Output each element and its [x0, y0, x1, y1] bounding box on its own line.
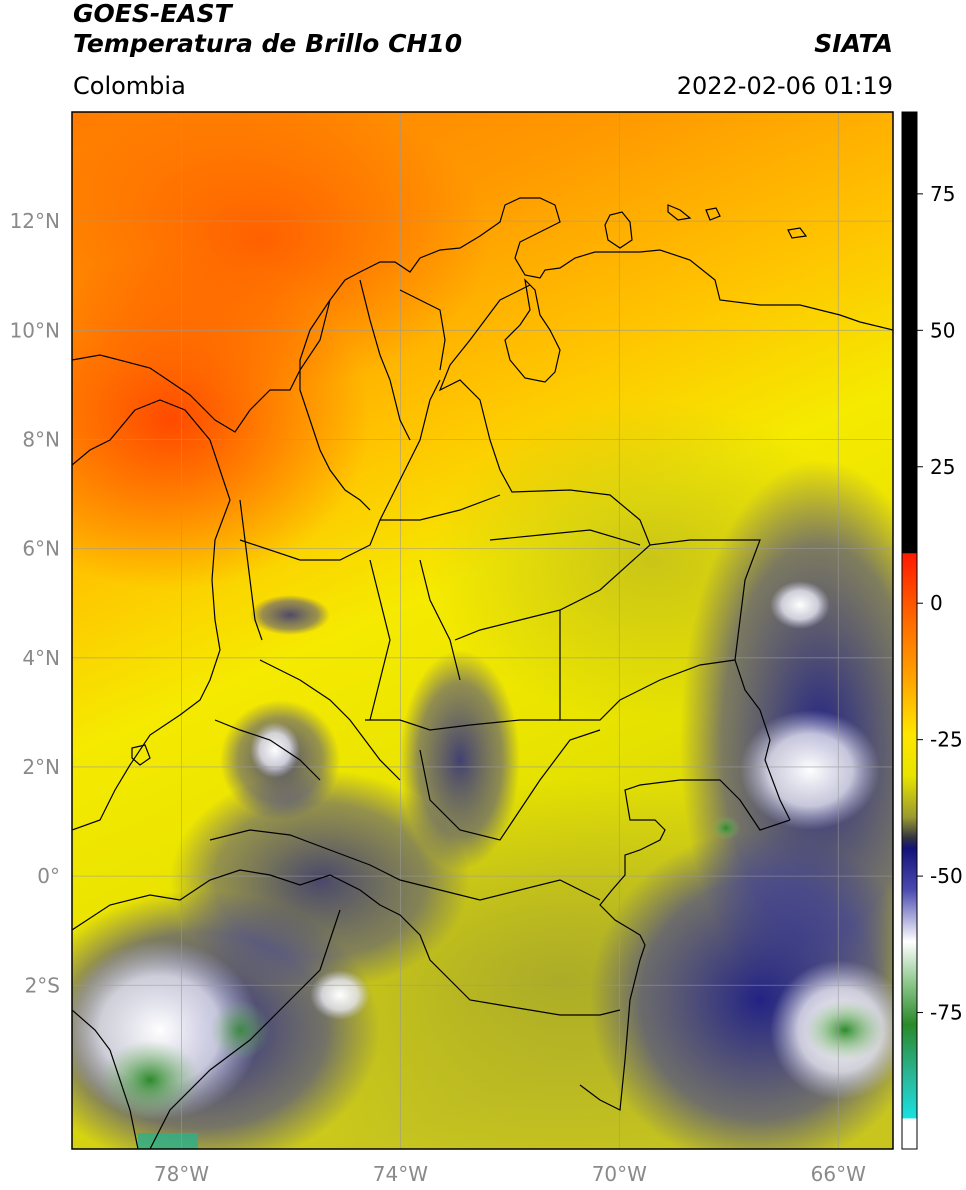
coldest-top-east	[712, 816, 740, 840]
colorbar-gradient	[902, 112, 917, 1149]
venezuela-colombia-border	[438, 284, 791, 821]
temperature-field	[72, 112, 893, 1149]
department-border-4	[299, 299, 371, 511]
department-border-6	[399, 289, 446, 371]
department-border-14	[209, 829, 521, 901]
lon-tick-label: 74°W	[373, 1162, 428, 1186]
island-1	[667, 204, 692, 221]
lat-tick-label: 8°N	[22, 427, 60, 451]
coldest-top-southwest	[100, 1040, 200, 1120]
region-label: Colombia	[73, 72, 186, 100]
department-border-16	[419, 559, 461, 681]
lon-tick-label: 70°W	[592, 1162, 647, 1186]
cold-top-coast	[250, 722, 300, 778]
lon-tick-label: 78°W	[154, 1162, 209, 1186]
pacific-coastline	[72, 399, 231, 831]
map-title-line-2: Temperatura de Brillo CH10	[73, 29, 463, 58]
lat-tick-label: 6°N	[22, 537, 60, 561]
colorbar-tick-label: 0	[930, 591, 943, 615]
timestamp-label: 2022-02-06 01:19	[676, 72, 893, 100]
cloud-streak-central	[400, 650, 520, 870]
peru-inner-border	[149, 909, 341, 1149]
colorbar-tick-label: 75	[930, 182, 955, 206]
colorbar: 75 50 25 0 -25 -50 -75	[901, 111, 963, 1150]
lat-tick-label: 0°	[37, 864, 60, 888]
brazil-colombia-border	[579, 779, 791, 1111]
island-2	[705, 207, 721, 221]
department-border-13	[214, 719, 321, 781]
cyan-patch	[138, 1133, 198, 1149]
longitude-labels: 78°W 74°W 70°W 66°W	[154, 1162, 866, 1186]
cloud-streaks-andes	[170, 770, 470, 990]
colorbar-tick-label: -50	[930, 864, 963, 888]
caribbean-coastline	[72, 197, 893, 433]
lat-tick-label: 2°N	[22, 755, 60, 779]
lat-tick-label: 12°N	[10, 209, 60, 233]
island-4	[131, 744, 151, 766]
department-border-17	[519, 879, 601, 901]
paraguana-peninsula	[604, 211, 633, 249]
cloud-cell-choco	[250, 595, 330, 635]
department-border-8	[454, 544, 651, 641]
warm-region-caribbean	[72, 112, 490, 390]
colorbar-tick-label: -25	[930, 728, 963, 752]
lon-tick-label: 66°W	[811, 1162, 866, 1186]
ecuador-coast	[72, 1009, 139, 1149]
department-border-15	[369, 559, 391, 721]
department-border-12	[259, 659, 401, 781]
map-frame	[71, 111, 894, 1150]
department-border-11	[419, 729, 601, 841]
map-borders	[72, 197, 893, 1149]
lat-tick-label: 10°N	[10, 318, 60, 342]
lat-tick-label: 4°N	[22, 646, 60, 670]
island-3	[787, 227, 808, 239]
department-border-5	[359, 279, 411, 441]
ecuador-peru-border	[72, 869, 621, 1016]
department-border-7	[489, 529, 641, 546]
department-border-2	[380, 494, 501, 521]
map-gridlines	[72, 112, 893, 1149]
latitude-labels: 12°N 10°N 8°N 6°N 4°N 2°N 0° 2°S	[10, 209, 60, 997]
lat-tick-label: 2°S	[25, 973, 60, 997]
colorbar-tick-label: 25	[930, 455, 955, 479]
coldest-top-southeast	[805, 1000, 885, 1060]
colorbar-tick-label: 50	[930, 318, 955, 342]
department-border-3	[239, 499, 263, 641]
brand-label: SIATA	[814, 29, 893, 58]
lake-maracaibo	[504, 278, 561, 383]
colorbar-frame	[901, 111, 918, 1150]
department-border-10	[365, 719, 560, 731]
colorbar-ticks: 75 50 25 0 -25 -50 -75	[917, 182, 963, 1025]
coldest-top-south	[210, 1000, 270, 1060]
cold-top-east-1	[770, 581, 830, 629]
colorbar-tick-label: -75	[930, 1001, 963, 1025]
cold-top-south-center	[310, 970, 370, 1020]
cold-top-east-2	[740, 710, 880, 830]
map-title-line-1: GOES-EAST	[73, 0, 232, 28]
